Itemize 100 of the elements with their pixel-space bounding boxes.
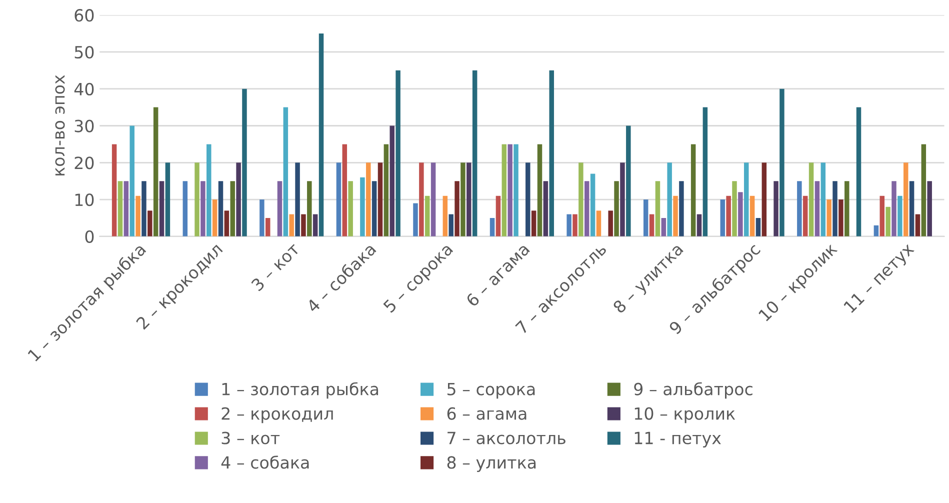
bar: [496, 196, 501, 236]
bar: [230, 181, 235, 236]
legend-label: 5 – сорока: [447, 382, 535, 399]
bar: [318, 34, 324, 236]
bar: [667, 162, 672, 236]
bar: [780, 88, 784, 236]
bar: [118, 181, 123, 236]
bar: [915, 214, 920, 236]
bar: [224, 210, 230, 236]
bar: [460, 162, 466, 236]
bar: [756, 218, 761, 236]
bar: [342, 144, 348, 236]
bar: [844, 181, 850, 236]
bar: [307, 181, 312, 236]
bar: [584, 181, 590, 236]
bar: [277, 181, 282, 236]
bar: [466, 162, 472, 236]
bar: [148, 210, 152, 236]
bar: [886, 206, 890, 236]
bar: [661, 218, 666, 236]
bar: [732, 181, 737, 236]
bar: [696, 214, 702, 236]
bar: [738, 192, 743, 236]
bar: [679, 181, 684, 236]
bar: [136, 196, 140, 236]
bar: [832, 181, 838, 236]
bar: [430, 162, 436, 236]
bar: [265, 218, 270, 236]
bar: [808, 162, 814, 236]
legend-label: 1 – золотая рыбка: [222, 382, 378, 399]
bar: [726, 196, 731, 236]
bar: [236, 162, 241, 236]
bar: [549, 70, 554, 236]
legend-label: 11 - петух: [634, 432, 721, 448]
bar: [838, 200, 844, 236]
bar: [200, 181, 206, 236]
bar: [802, 196, 808, 236]
bar: [182, 181, 188, 236]
legend-label: 7 – аксолотль: [448, 432, 566, 444]
bar: [655, 181, 660, 236]
bar: [212, 200, 218, 236]
legend-label: 4 – собака: [221, 456, 309, 469]
bar: [413, 203, 418, 236]
bar: [206, 144, 212, 236]
bar: [690, 144, 696, 236]
legend-label: 10 – кролик: [634, 407, 736, 424]
bar: [880, 196, 885, 236]
bar: [289, 214, 294, 236]
bar: [242, 88, 247, 236]
bar: [454, 181, 460, 236]
y-tick-label: 40: [74, 82, 94, 96]
bar: [419, 162, 424, 236]
bar: [626, 126, 631, 236]
bar: [283, 107, 288, 236]
bar: [348, 181, 353, 236]
bar: [744, 162, 749, 236]
bar: [372, 181, 377, 236]
bar: [898, 196, 902, 236]
y-tick-label: 50: [74, 46, 94, 59]
bar: [360, 177, 365, 236]
bar: [396, 70, 400, 236]
y-tick-label: 60: [74, 9, 94, 22]
bar: [643, 200, 648, 236]
bar: [448, 214, 454, 236]
bar: [378, 162, 383, 236]
y-axis-title: кол-во эпох: [55, 75, 65, 176]
bar: [130, 126, 134, 236]
legend-label: 3 – кот: [222, 432, 280, 444]
legend-label: 8 – улитка: [447, 456, 536, 472]
y-tick-label: 10: [75, 193, 94, 206]
bar: [390, 126, 394, 236]
bar: [194, 162, 200, 236]
bar: [892, 181, 896, 236]
bar: [295, 162, 300, 236]
bar: [762, 162, 767, 236]
x-tick-label: 3 – кот: [250, 242, 300, 292]
bar: [856, 107, 862, 236]
y-tick-label: 30: [74, 120, 94, 132]
bar: [774, 181, 778, 236]
bar: [531, 210, 536, 236]
bar: [165, 162, 170, 236]
bar: [514, 144, 518, 236]
legend-label: 9 – альбатрос: [634, 382, 752, 399]
bar: [472, 70, 478, 236]
bar: [366, 162, 371, 236]
bar: [508, 144, 512, 236]
bar: [526, 162, 530, 236]
bar: [903, 162, 908, 236]
bar: [649, 214, 654, 236]
bar: [921, 144, 926, 236]
bar: [874, 225, 879, 236]
bar: [490, 218, 495, 236]
legend-label: 6 – агама: [447, 407, 526, 420]
bar: [424, 196, 430, 236]
bar: [260, 200, 264, 236]
bar: [614, 181, 619, 236]
bar: [442, 196, 448, 236]
legend-label: 2 – крокодил: [222, 407, 333, 424]
bar: [909, 181, 914, 236]
bar: [502, 144, 507, 236]
